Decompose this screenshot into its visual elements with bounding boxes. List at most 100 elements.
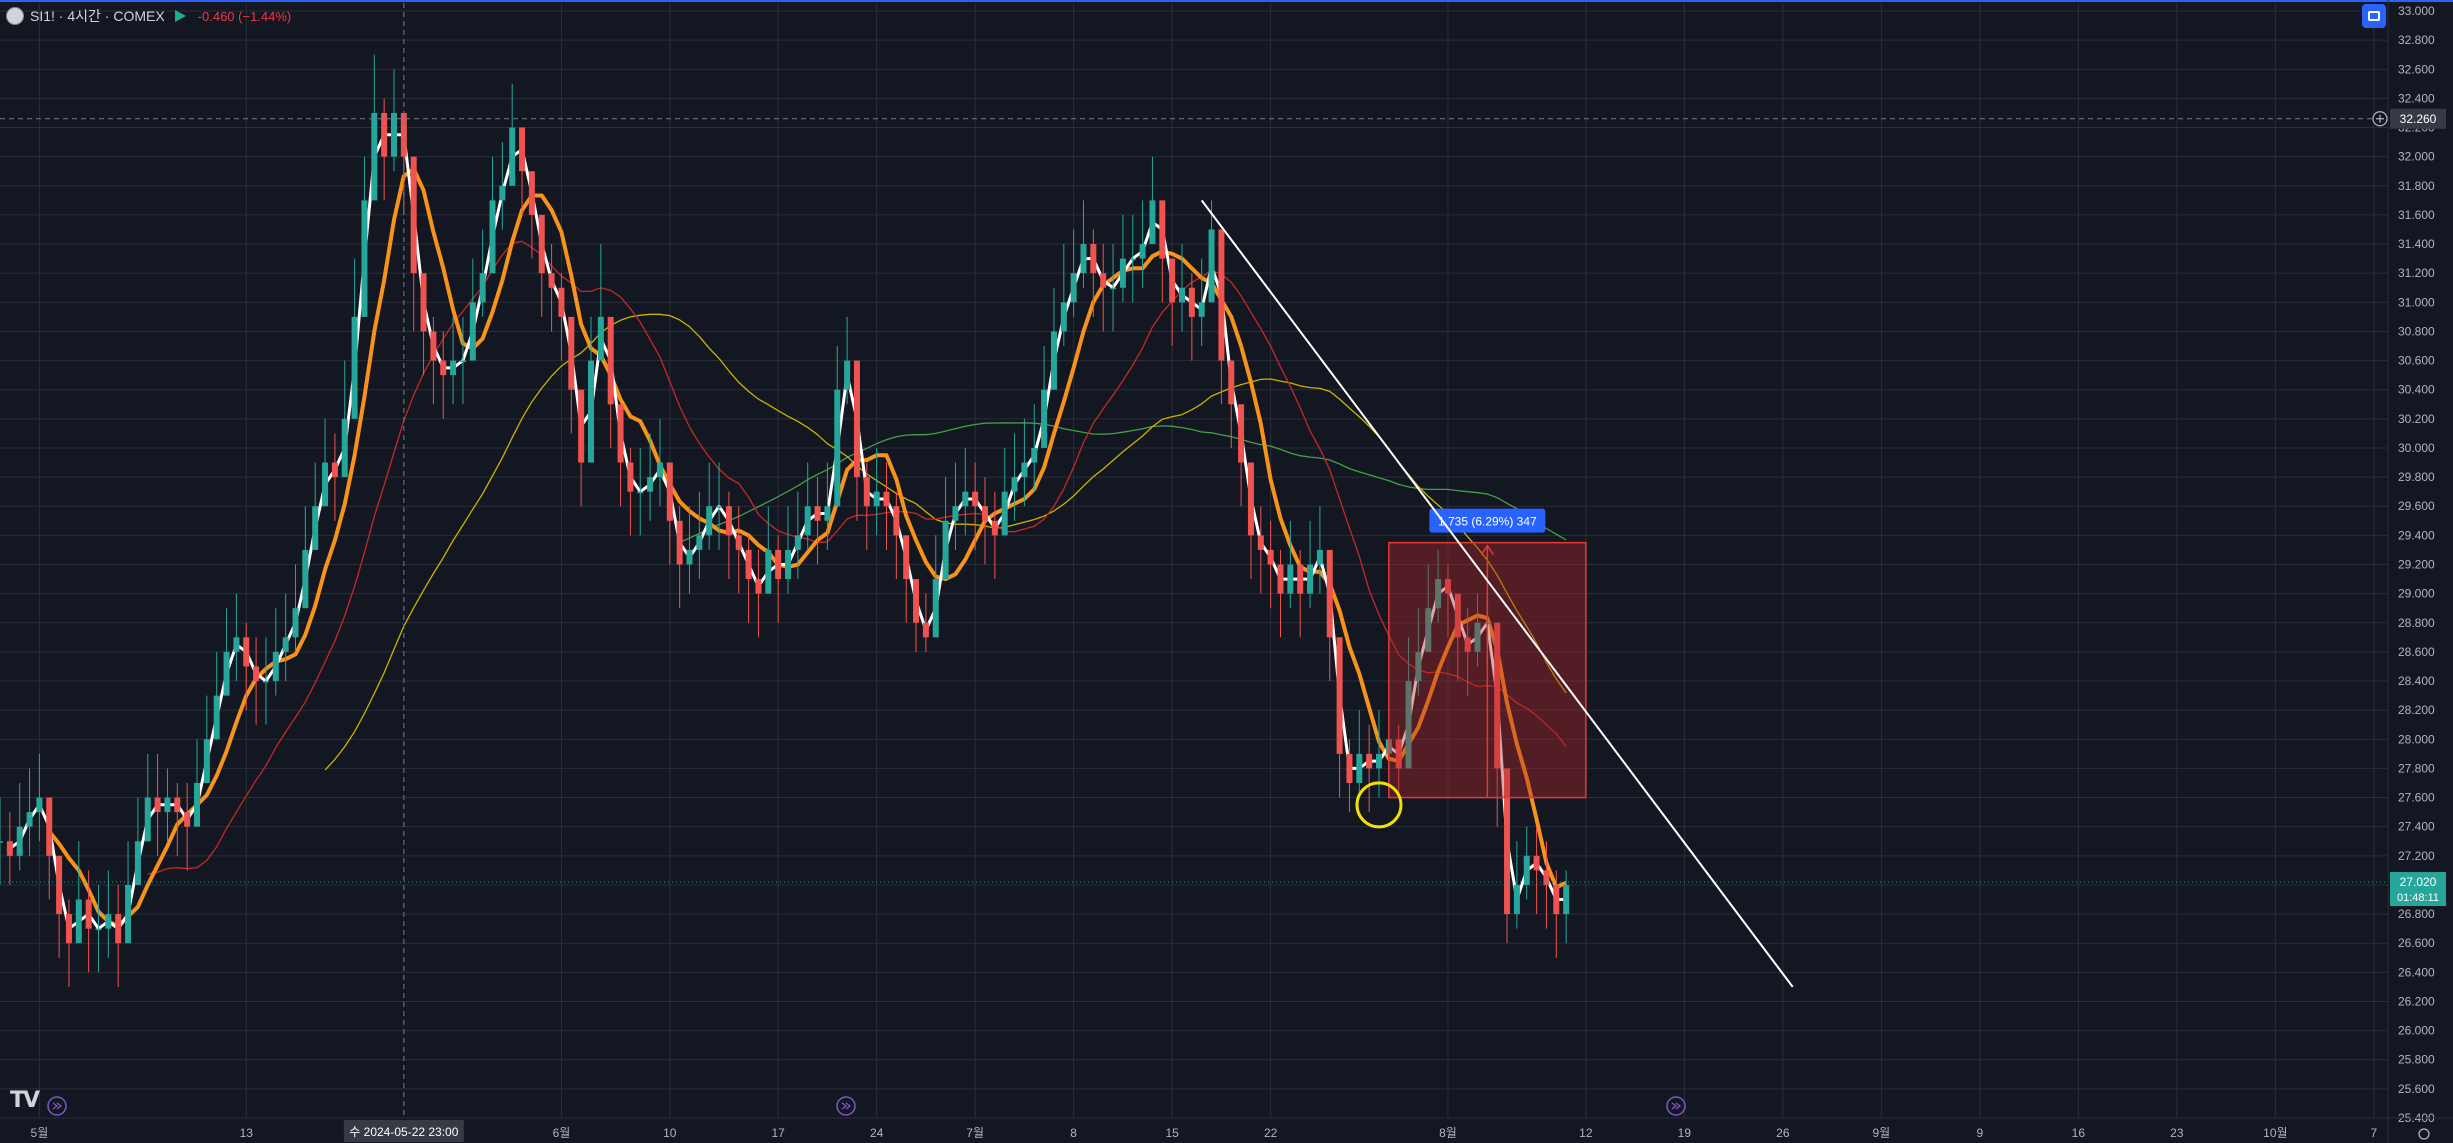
drawings-layer: 1.735 (6.29%) 347 [0,3,2388,1118]
chat-toggle-button[interactable] [2362,4,2386,28]
jump-arrow-glyph [1671,1102,1682,1110]
candle-body [1169,258,1176,303]
y-tick-label: 28.200 [2398,703,2435,717]
candle-body [1366,753,1373,769]
y-tick-label: 32.800 [2398,33,2435,47]
symbol-title[interactable]: SI1! · 4시간 · COMEX [30,8,165,24]
candle-body [666,462,673,521]
candle-body [1060,302,1067,332]
candle-body [922,622,929,638]
candle-body [1395,739,1402,769]
measure-label-bg [1429,508,1546,533]
y-tick-label: 28.000 [2398,732,2435,746]
candle-body [420,273,427,332]
candle-body [312,506,319,550]
y-tick-label: 28.400 [2398,674,2435,688]
y-tick-label: 31.200 [2398,266,2435,280]
candle-body [1326,549,1333,638]
candle-body [1188,287,1195,317]
x-tick-label: 9 [1977,1126,1984,1140]
candle-body [1553,884,1560,915]
y-tick-label: 26.000 [2398,1024,2435,1038]
candle-body [1336,637,1343,754]
candle-body [883,491,890,507]
candle-body [341,418,348,478]
candle-body [282,637,289,652]
candle-body [1504,768,1511,915]
candle-body [1228,360,1235,405]
candle-body [607,316,614,405]
candle-body [952,506,959,521]
candle-body [745,549,752,580]
candle-body [568,316,575,390]
x-tick-label: 23 [2170,1126,2184,1140]
measure-label: 1.735 (6.29%) 347 [1438,515,1537,529]
candle-body [1031,447,1038,463]
y-tick-label: 27.200 [2398,849,2435,863]
crosshair-time-label-bg [343,1120,464,1142]
candle-body [1267,549,1274,565]
y-tick-label: 32.000 [2398,150,2435,164]
last-price-label-bg [2390,872,2446,907]
settings-gear-icon [2418,1128,2430,1140]
market-flag-icon [174,10,186,22]
candle-body [489,200,496,274]
candle-body [164,797,171,813]
candle-body [440,360,447,376]
candle-body [1238,404,1245,463]
candle-body [1179,287,1185,303]
candle-body [469,302,476,361]
candle-body [479,273,486,303]
candle-body [1346,753,1353,783]
candle-body [272,651,279,682]
y-tick-label: 29.600 [2398,499,2435,513]
y-tick-label: 31.600 [2398,208,2435,222]
candle-body [844,360,851,390]
candle-body [637,491,644,494]
y-tick-label: 32.400 [2398,91,2435,105]
candle-body [794,535,801,550]
candle-body [6,841,13,856]
candle-body [1208,229,1215,303]
candle-body [233,637,240,652]
candle-body [519,127,526,172]
candle-body [302,549,309,609]
y-tick-label: 33.000 [2398,4,2435,18]
x-tick-label: 13 [240,1126,254,1140]
candle-body [932,579,939,638]
y-tick-label: 28.600 [2398,645,2435,659]
candle-body [676,520,683,565]
candle-body [174,797,181,813]
candle-body [331,462,338,478]
candle-body [75,899,82,944]
tradingview-logo-icon[interactable]: TV [10,1088,40,1113]
candle-body [184,812,191,827]
y-tick-label: 29.200 [2398,558,2435,572]
top-accent-line [0,0,2453,2]
candle-body [982,506,988,521]
candle-body [725,506,732,536]
candle-body [903,535,910,580]
candle-body [893,506,900,536]
candle-body [56,855,63,915]
candle-body [381,112,388,157]
candle-body [1198,302,1205,317]
candle-body [371,112,378,201]
candle-body [942,520,949,580]
candle-body [46,797,53,856]
symbol-logo-icon [6,7,24,25]
candle-body [1218,229,1225,361]
candle-body [863,477,870,507]
candle-body [814,506,821,521]
candle-body [26,812,33,827]
x-tick-label: 15 [1165,1126,1179,1140]
candle-body [775,549,782,580]
x-tick-label: 26 [1776,1126,1790,1140]
candle-body [36,797,43,813]
candle-body [597,316,604,361]
candle-body [65,914,72,944]
candle-body [1405,681,1412,769]
candle-body [85,899,92,929]
candle-body [1257,535,1264,550]
